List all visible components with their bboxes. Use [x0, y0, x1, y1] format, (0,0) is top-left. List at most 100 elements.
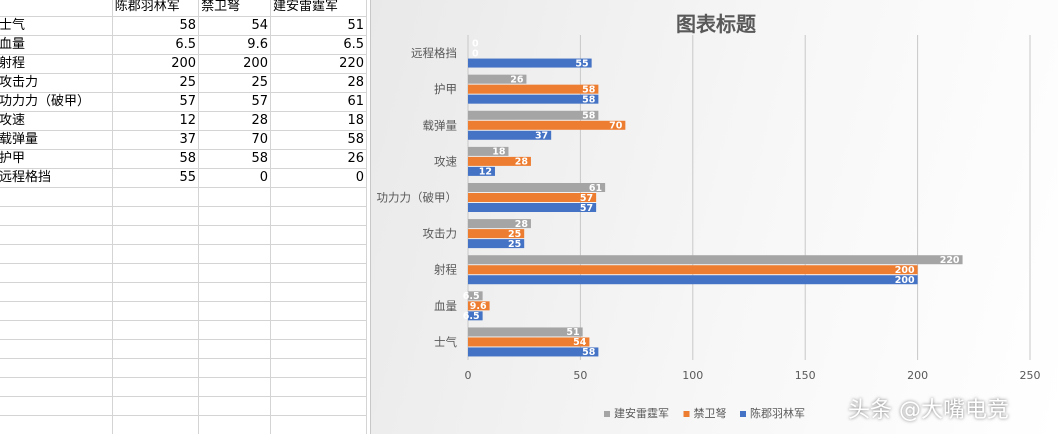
table-cell[interactable] — [0, 0, 113, 17]
table-cell[interactable] — [198, 377, 271, 397]
table-cell[interactable] — [270, 282, 368, 302]
table-cell[interactable] — [270, 187, 368, 207]
table-cell[interactable] — [198, 415, 271, 434]
table-cell[interactable] — [270, 320, 368, 340]
table-row-empty — [0, 282, 368, 302]
table-cell[interactable]: 220 — [270, 54, 368, 74]
table-cell[interactable]: 28 — [198, 111, 271, 131]
table-cell[interactable] — [198, 301, 271, 321]
table-cell[interactable]: 51 — [270, 16, 368, 36]
table-cell[interactable] — [270, 377, 368, 397]
table-cell[interactable] — [270, 415, 368, 434]
table-cell[interactable] — [0, 225, 113, 245]
table-cell[interactable] — [112, 187, 200, 207]
table-cell[interactable] — [112, 282, 200, 302]
table-cell[interactable]: 57 — [112, 92, 200, 112]
table-cell[interactable]: 26 — [270, 149, 368, 169]
table-cell[interactable]: 9.6 — [198, 35, 271, 55]
table-cell[interactable] — [270, 206, 368, 226]
table-cell[interactable] — [198, 320, 271, 340]
table-cell[interactable]: 57 — [198, 92, 271, 112]
table-cell[interactable] — [198, 187, 271, 207]
table-row-empty — [0, 415, 368, 434]
table-cell[interactable] — [112, 377, 200, 397]
table-cell[interactable] — [0, 358, 113, 378]
table-cell[interactable]: 58 — [270, 130, 368, 150]
table-cell[interactable]: 射程 — [0, 54, 113, 74]
table-cell[interactable] — [198, 282, 271, 302]
table-cell[interactable]: 25 — [112, 73, 200, 93]
table-cell[interactable] — [112, 415, 200, 434]
table-cell[interactable] — [112, 225, 200, 245]
table-cell[interactable] — [0, 301, 113, 321]
table-cell[interactable]: 28 — [270, 73, 368, 93]
table-cell[interactable]: 建安雷霆军 — [270, 0, 368, 17]
data-label: 57 — [580, 203, 593, 214]
table-cell[interactable] — [270, 225, 368, 245]
table-cell[interactable] — [198, 358, 271, 378]
table-cell[interactable]: 37 — [112, 130, 200, 150]
table-cell[interactable] — [112, 244, 200, 264]
table-cell[interactable]: 6.5 — [270, 35, 368, 55]
table-cell[interactable]: 70 — [198, 130, 271, 150]
table-cell[interactable] — [112, 396, 200, 416]
table-cell[interactable]: 攻速 — [0, 111, 113, 131]
table-cell[interactable]: 功力力（破甲） — [0, 92, 113, 112]
table-cell[interactable]: 6.5 — [112, 35, 200, 55]
table-cell[interactable]: 攻击力 — [0, 73, 113, 93]
table-cell[interactable]: 血量 — [0, 35, 113, 55]
chart-area[interactable]: 图表标题 0 50 100 150 200 250 51 54 58 士气 6.5 9.6 6.5 血量 2… — [370, 0, 1058, 434]
table-cell[interactable]: 0 — [198, 168, 271, 188]
table-cell[interactable] — [112, 339, 200, 359]
table-cell[interactable] — [0, 377, 113, 397]
table-cell[interactable]: 载弹量 — [0, 130, 113, 150]
table-cell[interactable]: 58 — [198, 149, 271, 169]
table-cell[interactable] — [0, 244, 113, 264]
table-cell[interactable]: 61 — [270, 92, 368, 112]
table-cell[interactable] — [112, 320, 200, 340]
table-cell[interactable] — [0, 320, 113, 340]
table-cell[interactable]: 0 — [270, 168, 368, 188]
table-cell[interactable] — [198, 339, 271, 359]
table-cell[interactable]: 远程格挡 — [0, 168, 113, 188]
table-cell[interactable]: 士气 — [0, 16, 113, 36]
table-cell[interactable] — [270, 339, 368, 359]
table-cell[interactable]: 25 — [198, 73, 271, 93]
table-cell[interactable] — [270, 396, 368, 416]
table-cell[interactable] — [270, 244, 368, 264]
table-cell[interactable]: 58 — [112, 16, 200, 36]
table-cell[interactable] — [0, 396, 113, 416]
table-cell[interactable] — [0, 206, 113, 226]
bar — [468, 229, 525, 239]
table-cell[interactable] — [270, 301, 368, 321]
table-cell[interactable]: 54 — [198, 16, 271, 36]
table-cell[interactable]: 200 — [198, 54, 271, 74]
table-cell[interactable]: 护甲 — [0, 149, 113, 169]
table-row: 士气 58 54 51 — [0, 16, 368, 36]
table-cell[interactable] — [0, 187, 113, 207]
table-cell[interactable]: 58 — [112, 149, 200, 169]
table-cell[interactable]: 禁卫弩 — [198, 0, 271, 17]
table-cell[interactable]: 12 — [112, 111, 200, 131]
table-cell[interactable]: 18 — [270, 111, 368, 131]
legend-label: 建安雷霆军 — [614, 406, 669, 420]
table-cell[interactable] — [198, 263, 271, 283]
table-cell[interactable] — [112, 206, 200, 226]
table-cell[interactable] — [0, 282, 113, 302]
table-cell[interactable] — [270, 263, 368, 283]
table-cell[interactable] — [0, 263, 113, 283]
table-cell[interactable] — [198, 244, 271, 264]
table-cell[interactable] — [198, 396, 271, 416]
table-cell[interactable] — [198, 225, 271, 245]
table-cell[interactable] — [112, 301, 200, 321]
table-cell[interactable] — [112, 263, 200, 283]
table-cell[interactable] — [0, 415, 113, 434]
table-cell[interactable] — [112, 358, 200, 378]
table-cell[interactable] — [270, 358, 368, 378]
table-cell[interactable] — [0, 339, 113, 359]
table-cell[interactable]: 200 — [112, 54, 200, 74]
table-cell[interactable] — [198, 206, 271, 226]
table-row: 血量 6.5 9.6 6.5 — [0, 35, 368, 55]
table-cell[interactable]: 陈郡羽林军 — [112, 0, 200, 17]
table-cell[interactable]: 55 — [112, 168, 200, 188]
